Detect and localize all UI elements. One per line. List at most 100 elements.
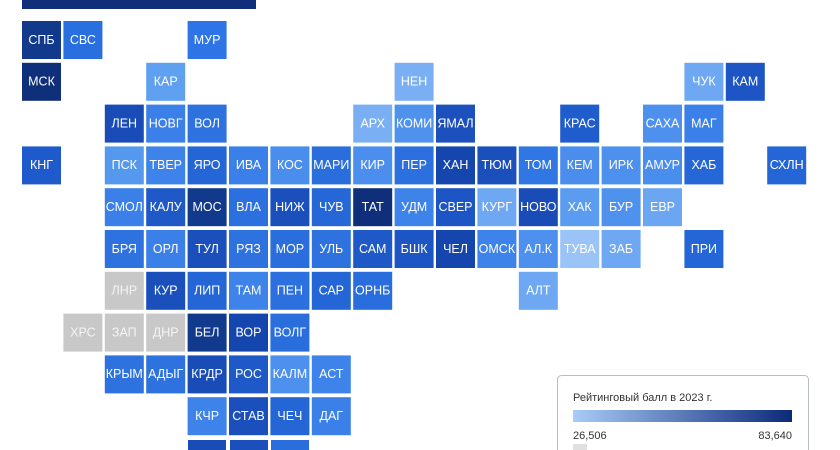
region-label: САР [319,284,344,298]
region-label: ХРС [70,325,96,339]
region-tile [187,397,227,436]
region-tile [311,188,351,227]
region-tile [684,146,724,185]
region-label: ЧУК [692,75,716,89]
region-tile [684,104,724,143]
region-label: КАМ [732,75,758,89]
region-label: МУР [194,33,221,47]
region-label: ОРНБ [355,284,390,298]
region-label: ТВЕР [149,158,182,172]
region-label: КУР [154,284,178,298]
region-tile [104,313,144,352]
region-tile [643,104,682,143]
region-tile [436,230,475,268]
region-tile [394,230,434,268]
header-bar [22,0,256,9]
region-tile [146,188,186,227]
region-tile [311,146,351,185]
region-tile [560,230,600,268]
region-tile [601,230,641,268]
region-label: ЧЕЧ [277,409,302,423]
tile-cut [230,440,268,450]
region-tile [353,104,393,143]
region-label: ПЕР [401,158,427,172]
region-tile [146,230,186,268]
region-tile [477,146,517,185]
region-label: ТУЛ [195,242,218,256]
region-label: ЯМАЛ [437,116,473,130]
region-tile [187,355,227,394]
region-label: АРХ [360,116,385,130]
region-label: ЧУВ [319,200,344,214]
region-tile [270,146,310,185]
region-label: ВОЛ [194,116,220,130]
region-label: ТАМ [236,284,262,298]
region-label: ЛНР [112,284,138,298]
legend-gradient [573,410,792,422]
region-tile [104,146,144,185]
region-tile [353,271,393,310]
region-label: АЛ.К [525,242,553,256]
region-label: МАРИ [313,158,349,172]
region-tile [104,271,144,310]
region-tile [477,188,517,227]
legend-title: Рейтинговый балл в 2023 г. [573,392,712,404]
region-label: ДАГ [320,409,344,423]
region-tile [22,21,61,59]
region-tile [146,271,186,310]
region-tile [518,230,558,268]
region-tile [436,146,475,185]
region-tile [725,62,765,101]
region-tile [270,230,310,268]
region-label: МСК [28,75,55,89]
region-tile [477,230,517,268]
region-label: РОС [235,367,262,381]
region-tile [270,355,310,394]
region-tile [104,230,144,268]
region-label: ЧЕЛ [443,242,468,256]
region-tile [104,355,144,394]
region-tile [684,230,724,268]
legend: Рейтинговый балл в 2023 г. 26,506 83,640 [557,375,809,450]
region-label: НОВО [520,200,557,214]
region-label: ТАТ [362,200,385,214]
region-tile [187,313,227,352]
region-label: ИВА [236,158,262,172]
region-label: ХАК [568,200,593,214]
region-tile [684,62,724,101]
region-label: АЛТ [526,284,551,298]
region-tile [560,188,600,227]
region-tile [187,188,227,227]
region-tile [187,104,227,143]
region-tile [560,104,600,143]
region-tile [353,230,393,268]
region-tile [767,146,807,185]
region-label: ЗАП [112,325,137,339]
region-tile [229,355,268,394]
region-label: ВОЛГ [274,325,307,339]
region-label: ВОР [236,325,262,339]
region-label: ОРЛ [153,242,179,256]
region-label: САХА [646,116,680,130]
tile-cut [271,440,309,450]
region-tile [518,146,558,185]
region-label: СВС [70,33,96,47]
region-tile [311,271,351,310]
region-label: МОС [193,200,222,214]
region-label: СВЕР [438,200,472,214]
region-label: СХЛН [770,158,804,172]
region-tile [436,188,475,227]
region-label: УДМ [401,200,427,214]
region-tile [394,62,434,101]
region-label: КЕМ [567,158,593,172]
region-label: КНГ [30,158,53,172]
region-label: КАР [154,75,178,89]
region-tile [187,271,227,310]
region-label: КУРГ [482,200,513,214]
region-label: АМУР [645,158,680,172]
region-label: КРЫМ [106,367,143,381]
region-label: ЕВР [650,200,675,214]
region-tile [146,62,186,101]
region-tile [436,104,475,143]
region-label: ПЕН [277,284,303,298]
